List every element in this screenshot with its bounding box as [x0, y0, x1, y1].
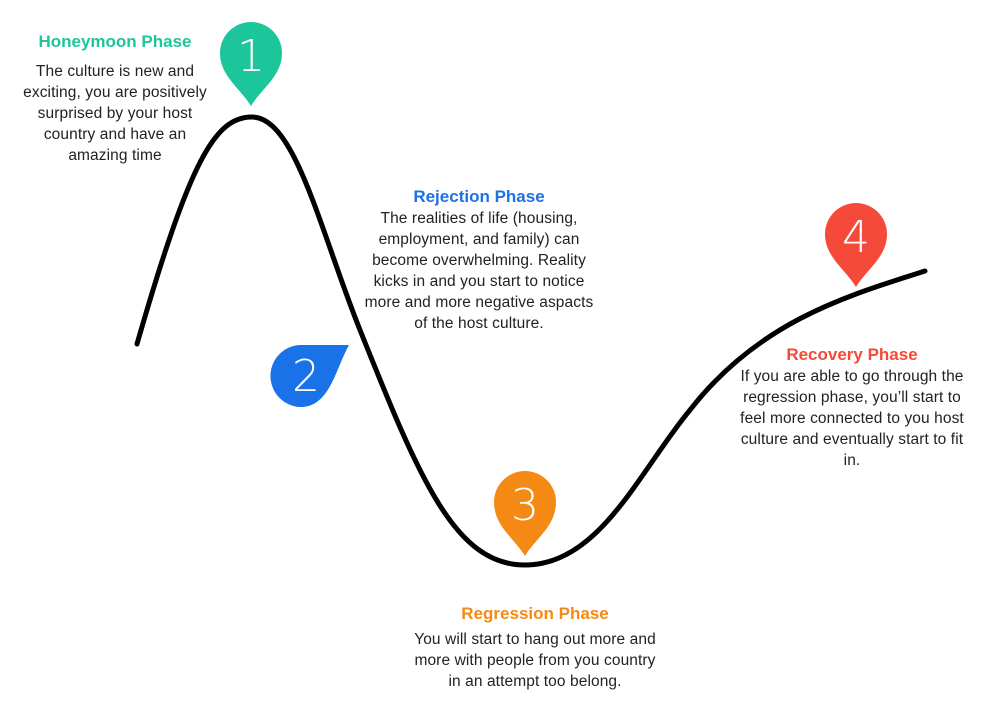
marker-3-pin-icon — [494, 471, 556, 556]
regression-phase-block: Regression Phase You will start to hang … — [408, 603, 662, 692]
marker-2: 2 — [270, 345, 349, 408]
marker-2-number: 2 — [292, 351, 320, 402]
recovery-phase-description: If you are able to go through the regres… — [740, 368, 964, 469]
marker-4-pin-icon — [825, 203, 887, 287]
regression-phase-description: You will start to hang out more and more… — [414, 631, 656, 690]
marker-1: 1 — [220, 22, 282, 106]
recovery-phase-block: Recovery Phase If you are able to go thr… — [736, 344, 968, 471]
adjustment-curve — [134, 114, 928, 568]
rejection-phase-block: Rejection Phase The realities of life (h… — [364, 186, 594, 334]
rejection-phase-description: The realities of life (housing, employme… — [364, 210, 594, 332]
marker-3-number: 3 — [511, 480, 539, 531]
marker-1-pin-icon — [220, 22, 282, 106]
recovery-phase-title: Recovery Phase — [786, 345, 918, 364]
marker-4: 4 — [825, 203, 887, 287]
marker-2-drop-icon — [270, 345, 349, 408]
marker-3: 3 — [494, 471, 556, 556]
regression-phase-title: Regression Phase — [461, 604, 609, 623]
honeymoon-phase-title: Honeymoon Phase — [38, 32, 192, 51]
rejection-phase-title: Rejection Phase — [413, 187, 545, 206]
honeymoon-phase-block: Honeymoon Phase The culture is new and e… — [10, 31, 220, 166]
honeymoon-phase-description: The culture is new and exciting, you are… — [23, 63, 207, 164]
marker-4-number: 4 — [842, 212, 870, 263]
marker-1-number: 1 — [237, 31, 265, 82]
